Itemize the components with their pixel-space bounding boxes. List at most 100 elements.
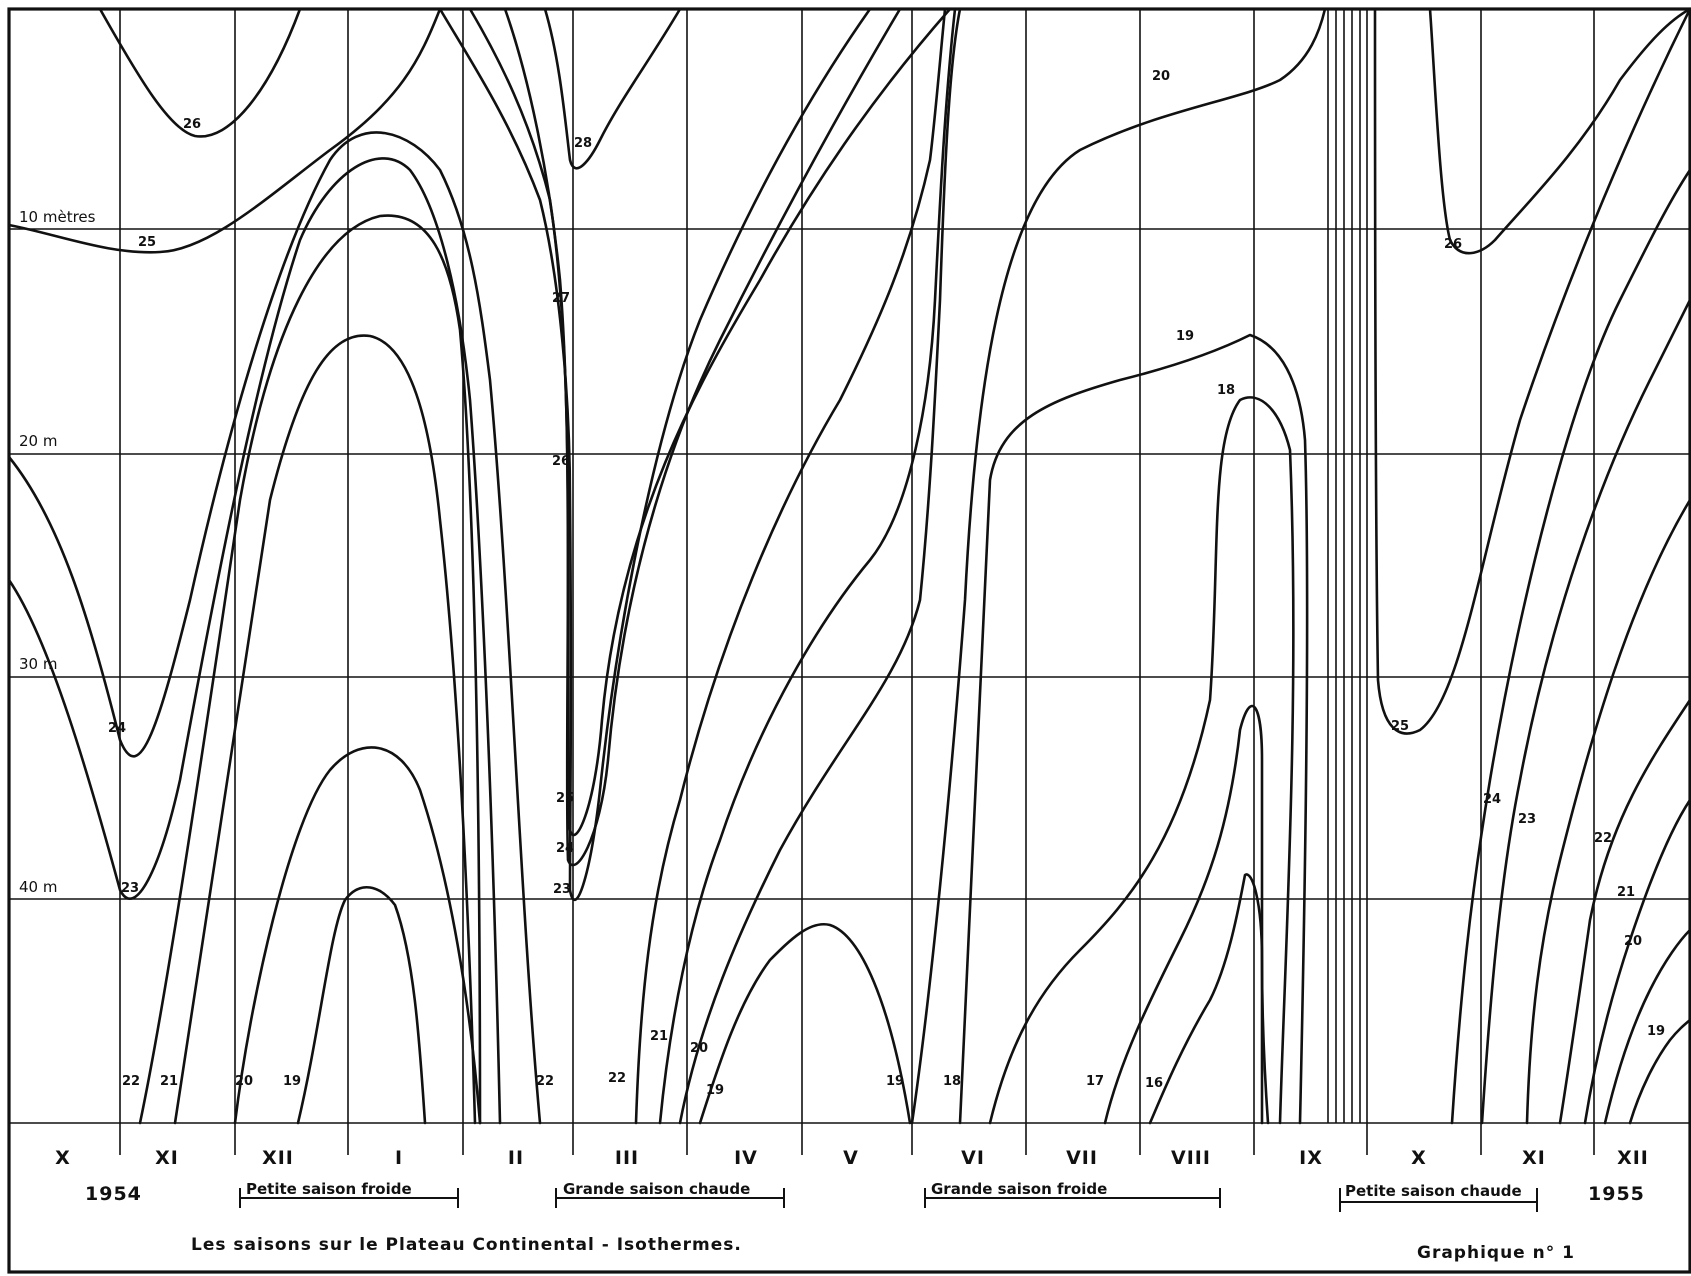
isotherm-line (233, 746, 482, 1125)
season-label: Petite saison froide (246, 1180, 412, 1198)
isotherm-line (1558, 698, 1691, 1125)
month-label: XII (1617, 1147, 1649, 1169)
month-label: XI (155, 1147, 179, 1169)
isotherm-line (1148, 873, 1270, 1125)
isotherm-line (698, 922, 912, 1125)
isotherm-label: 26 (183, 117, 201, 132)
chart-caption: Les saisons sur le Plateau Continental -… (191, 1235, 742, 1255)
isotherm-label: 22 (122, 1074, 140, 1089)
isotherm-label: 19 (283, 1074, 301, 1089)
isotherm-line (7, 7, 442, 254)
isotherm-line (1628, 1018, 1691, 1125)
isotherm-label: 18 (943, 1074, 961, 1089)
isotherm-line (173, 334, 477, 1125)
depth-label-30m: 30 m (19, 655, 57, 673)
season-label: Grande saison froide (931, 1180, 1107, 1198)
isotherm-label: 26 (1444, 237, 1462, 252)
month-label: X (55, 1147, 71, 1169)
isotherm-label: 21 (1617, 885, 1635, 900)
isotherm-line (138, 214, 482, 1125)
isotherm-line (958, 333, 1309, 1125)
isotherm-line (988, 396, 1295, 1125)
isotherm-line (1480, 298, 1691, 1125)
depth-label-40m: 40 m (19, 878, 57, 896)
isotherm-line (1373, 7, 1691, 735)
depth-label-20m: 20 m (19, 432, 57, 450)
month-label: IV (734, 1147, 758, 1169)
season-label: Petite saison chaude (1345, 1182, 1522, 1200)
isotherm-label: 22 (536, 1074, 554, 1089)
isotherm-line (678, 7, 962, 1125)
isotherm-label: 22 (1594, 831, 1612, 846)
season-bar (1339, 1188, 1538, 1212)
season-grande-chaude: Grande saison chaude (555, 1180, 785, 1208)
month-label: II (508, 1147, 524, 1169)
isotherm-label: 24 (556, 841, 574, 856)
isotherm-label: 23 (553, 882, 571, 897)
month-label: I (395, 1147, 403, 1169)
grid (9, 9, 1690, 1155)
isotherm-label: 25 (138, 235, 156, 250)
season-bar (239, 1188, 459, 1208)
isotherm-line (468, 7, 902, 867)
figure-number: Graphique n° 1 (1417, 1243, 1575, 1263)
month-label: V (843, 1147, 859, 1169)
month-label: VIII (1171, 1147, 1211, 1169)
isotherm-line (296, 885, 427, 1125)
isotherm-lines (7, 7, 1691, 1125)
month-label: XI (1522, 1147, 1546, 1169)
isotherm-label: 23 (121, 881, 139, 896)
isotherm-label: 17 (1086, 1074, 1104, 1089)
isotherm-line (1450, 168, 1691, 1125)
isotherm-line (634, 7, 947, 1125)
depth-label-10m: 10 mètres (19, 208, 96, 226)
month-label: VI (961, 1147, 985, 1169)
isotherm-label: 27 (552, 291, 570, 306)
season-label: Grande saison chaude (563, 1180, 750, 1198)
isotherm-label: 20 (1624, 934, 1642, 949)
month-label: III (615, 1147, 639, 1169)
isotherm-line (543, 7, 682, 170)
isotherm-line (1583, 798, 1691, 1125)
isotherm-label: 19 (1176, 329, 1194, 344)
isotherm-label: 20 (235, 1074, 253, 1089)
isotherm-label: 20 (1152, 69, 1170, 84)
season-petite-chaude: Petite saison chaude (1339, 1182, 1538, 1212)
isotherm-line (1428, 7, 1691, 255)
isotherm-label: 20 (690, 1041, 708, 1056)
season-bar (924, 1188, 1221, 1208)
isotherm-line (7, 157, 502, 1125)
month-label: IX (1299, 1147, 1323, 1169)
isotherm-label: 21 (160, 1074, 178, 1089)
month-label: XII (262, 1147, 294, 1169)
isotherm-line (1603, 928, 1691, 1125)
chart-frame (7, 7, 1691, 1274)
isotherm-label: 26 (552, 454, 570, 469)
isotherm-label: 18 (1217, 383, 1235, 398)
isotherm-label: 19 (706, 1083, 724, 1098)
isotherm-line (438, 7, 872, 902)
isotherm-label: 21 (650, 1029, 668, 1044)
year-label-1954: 1954 (85, 1183, 142, 1205)
isotherm-label: 25 (556, 791, 574, 806)
isotherm-line (910, 7, 1327, 1125)
season-bar (555, 1188, 785, 1208)
isotherm-line (98, 7, 302, 138)
season-grande-froide: Grande saison froide (924, 1180, 1221, 1208)
isotherm-label: 19 (886, 1074, 904, 1089)
isotherm-label: 23 (1518, 812, 1536, 827)
isotherm-label: 16 (1145, 1076, 1163, 1091)
month-label: X (1411, 1147, 1427, 1169)
isotherm-label: 25 (1391, 719, 1409, 734)
isotherm-line (503, 7, 952, 837)
isotherm-line (1525, 498, 1691, 1125)
year-label-1955: 1955 (1588, 1183, 1645, 1205)
month-labels: X XI XII I II III IV V VI VII VIII IX X XI XII (55, 1147, 1649, 1169)
isotherm-label: 19 (1647, 1024, 1665, 1039)
isotherm-label: 24 (108, 721, 126, 736)
isotherm-label: 28 (574, 136, 592, 151)
isotherm-line (658, 7, 957, 1125)
isotherm-line (7, 131, 542, 1125)
isotherm-line (1103, 704, 1264, 1125)
isotherm-labels: 26 25 24 23 22 21 20 19 28 27 26 25 24 23 22 22 21 20 19 19… (108, 69, 1665, 1098)
